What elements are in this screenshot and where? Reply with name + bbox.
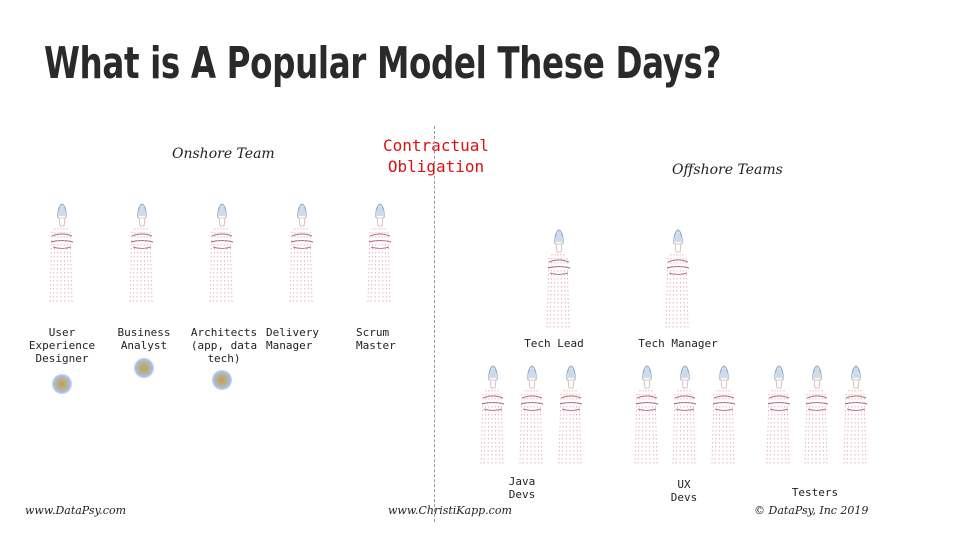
contractual-obligation-label: Contractual Obligation [383,136,489,176]
person-icon [709,364,739,468]
role-tech-manager: Tech Manager [638,337,718,350]
person-icon [478,364,508,468]
divider-line [434,126,435,522]
footer-left-url[interactable]: www.DataPsy.com [25,504,127,517]
footer-center-url[interactable]: www.ChristiKapp.com [388,504,512,517]
badge-icon [52,374,72,394]
person-icon [47,202,77,306]
role-business-analyst: Business Analyst [117,326,171,352]
person-icon [544,228,574,332]
person-icon [764,364,794,468]
offshore-teams-label: Offshore Teams [672,162,783,178]
group-ux-devs: UX Devs [670,478,698,504]
onshore-team-label: Onshore Team [172,146,275,162]
person-icon [632,364,662,468]
role-delivery-manager: Delivery Manager [266,326,319,352]
person-icon [127,202,157,306]
person-icon [802,364,832,468]
person-icon [670,364,700,468]
person-icon [207,202,237,306]
role-user-experience-designer: User Experience Designer [28,326,96,365]
group-testers: Testers [791,486,839,499]
role-scrum-master: Scrum Master [356,326,396,352]
role-tech-lead: Tech Lead [524,337,584,350]
person-icon [556,364,586,468]
person-icon [365,202,395,306]
badge-icon [212,370,232,390]
person-icon [663,228,693,332]
person-icon [517,364,547,468]
group-java-devs: Java Devs [508,475,536,501]
person-icon [287,202,317,306]
role-architects: Architects (app, data tech) [190,326,258,365]
page-title: What is A Popular Model These Days? [44,38,722,89]
footer-copyright: © DataPsy, Inc 2019 [754,504,869,517]
badge-icon [134,358,154,378]
person-icon [841,364,871,468]
